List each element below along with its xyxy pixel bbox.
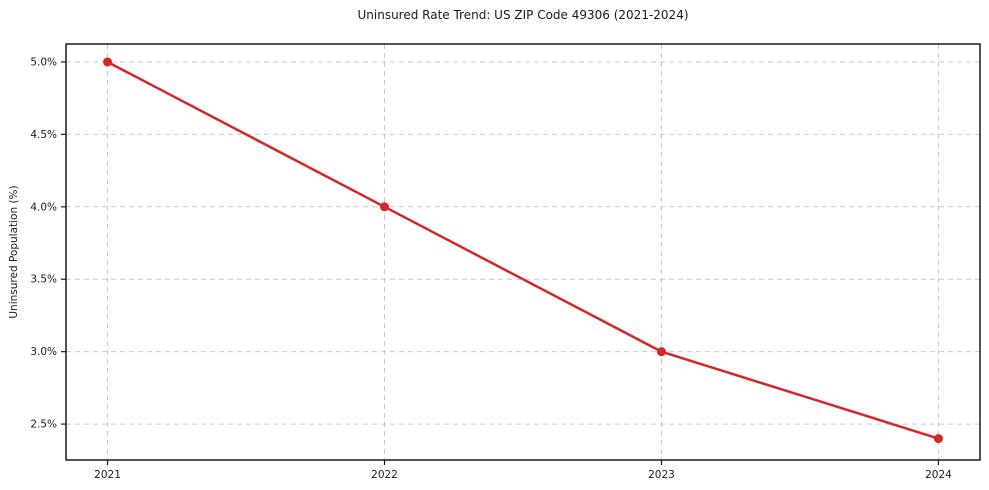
- trend-line: [106, 60, 940, 440]
- y-tick-label: 4.5%: [30, 129, 57, 141]
- y-tick-label: 3.5%: [30, 274, 57, 286]
- x-tick-label: 2023: [648, 469, 675, 481]
- x-tick-label: 2022: [371, 469, 398, 481]
- x-tick-label: 2021: [94, 469, 121, 481]
- y-tick-label: 4.0%: [30, 201, 57, 213]
- y-tick-label: 2.5%: [30, 419, 57, 431]
- y-axis-label-text: Uninsured Population (%): [8, 185, 20, 319]
- data-point-2024: [933, 434, 943, 444]
- axes-box: [65, 43, 981, 461]
- data-point-2023: [656, 347, 666, 357]
- x-tick-label: 2024: [925, 469, 952, 481]
- chart-title: Uninsured Rate Trend: US ZIP Code 49306 …: [357, 8, 689, 22]
- data-point-2021: [103, 57, 113, 67]
- y-tick-label: 3.0%: [30, 346, 57, 358]
- y-tick-label: 5.0%: [30, 56, 57, 68]
- data-point-2022: [380, 202, 390, 212]
